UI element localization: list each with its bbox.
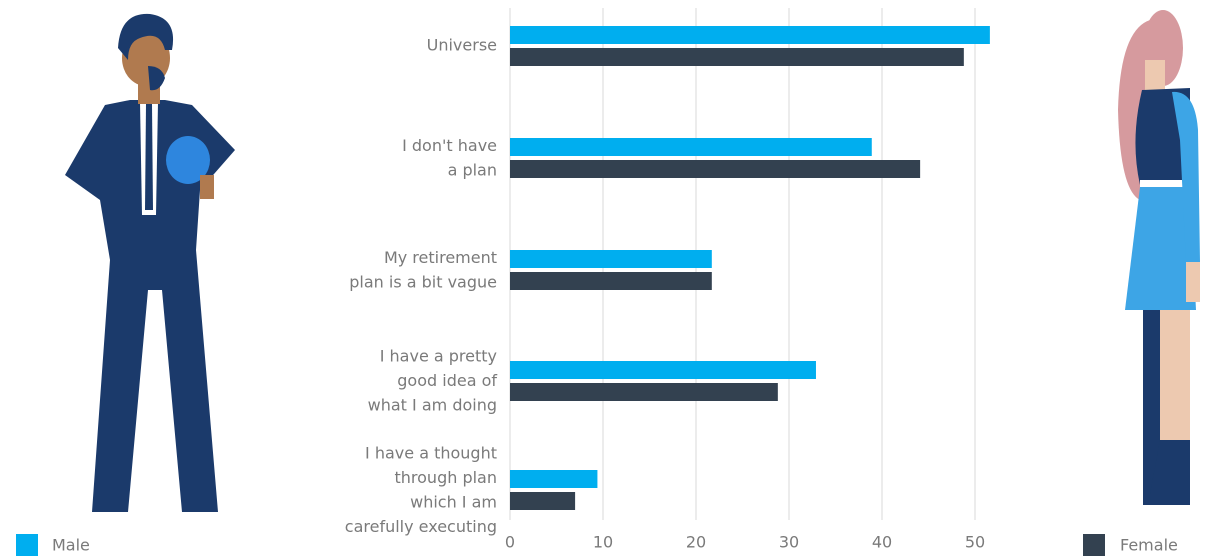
- bar: [510, 250, 712, 268]
- bar: [510, 361, 816, 379]
- bar: [510, 26, 990, 44]
- legend-swatch: [1083, 534, 1105, 556]
- x-tick-label: 40: [872, 533, 892, 552]
- bar: [510, 492, 576, 510]
- legend-swatch: [16, 534, 38, 556]
- bar: [510, 272, 712, 290]
- bar: [510, 160, 921, 178]
- legend-label: Male: [52, 536, 90, 555]
- bar: [510, 138, 872, 156]
- x-tick-label: 20: [686, 533, 706, 552]
- x-tick-label: 30: [779, 533, 799, 552]
- x-tick-label: 10: [593, 533, 613, 552]
- man-illustration: [65, 13, 235, 512]
- y-tick-label: I have a pretty good idea of what I am doi…: [368, 346, 498, 414]
- y-tick-label: Universe: [427, 36, 497, 55]
- x-tick-label: 50: [965, 533, 985, 552]
- bar: [510, 383, 778, 401]
- bar: [510, 470, 598, 488]
- y-tick-label: I have a thought through plan which I am ca…: [345, 443, 497, 536]
- y-tick-label: My retirement plan is a bit vague: [349, 247, 497, 291]
- x-tick-label: 0: [505, 533, 515, 552]
- y-tick-label: I don't have a plan: [402, 135, 497, 179]
- legend-label: Female: [1120, 536, 1178, 555]
- bar: [510, 48, 964, 66]
- woman-illustration: [1118, 10, 1200, 505]
